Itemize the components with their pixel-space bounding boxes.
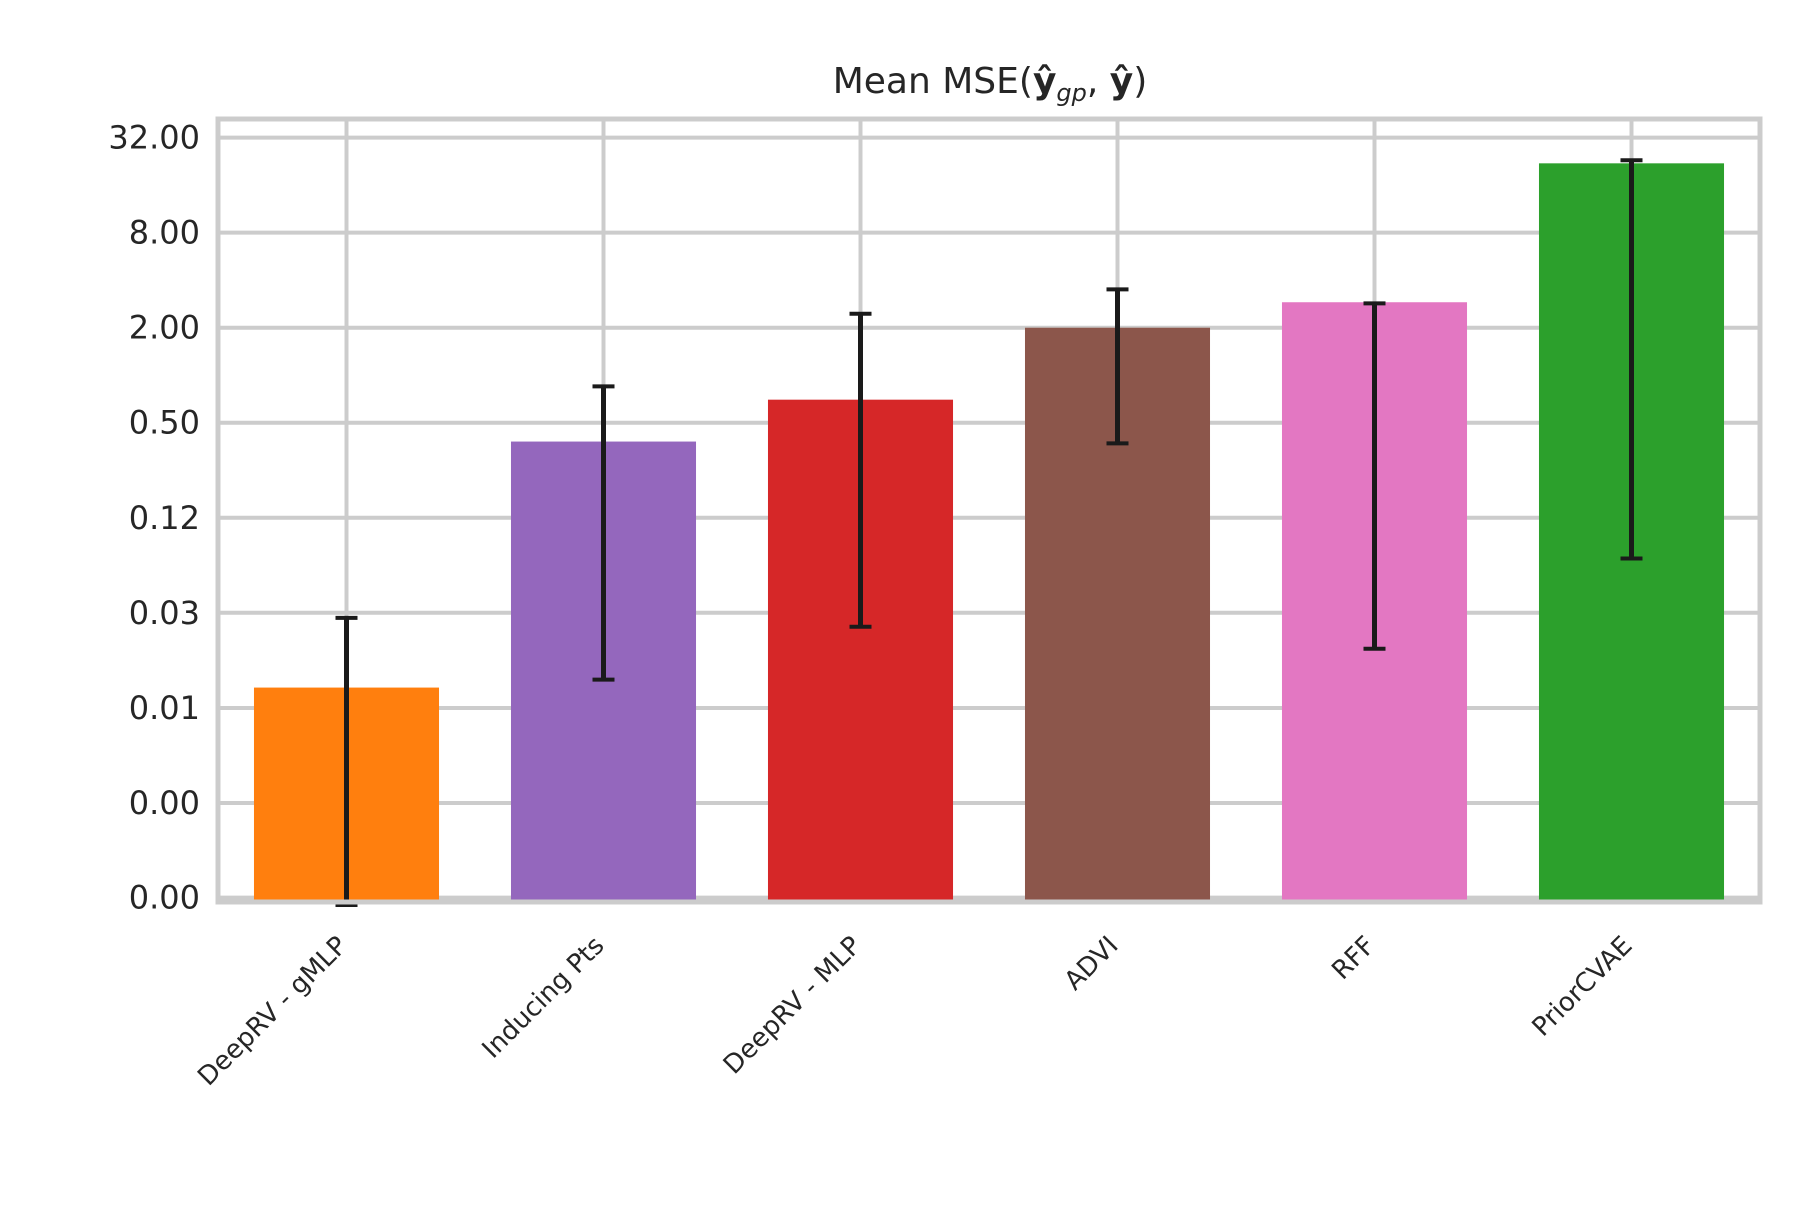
- y-tick-label: 0.00: [129, 879, 200, 917]
- y-tick-label: 8.00: [129, 214, 200, 252]
- y-tick-label: 32.00: [108, 119, 200, 157]
- error-bar: [592, 384, 615, 682]
- error-bar: [1363, 301, 1386, 651]
- y-tick-label: 0.01: [129, 689, 200, 727]
- plot-frame: [215, 116, 1763, 905]
- y-tick-label: 0.50: [129, 404, 200, 442]
- y-tick-label: 0.03: [129, 594, 200, 632]
- y-tick-label: 0.00: [129, 784, 200, 822]
- error-bar: [849, 311, 872, 629]
- error-bar: [1620, 158, 1643, 561]
- y-tick-label: 2.00: [129, 309, 200, 347]
- chart-title: Mean MSE(ŷgp, ŷ): [833, 61, 1148, 107]
- error-bar: [1106, 287, 1129, 446]
- y-tick-label: 0.12: [129, 499, 200, 537]
- error-bar: [335, 615, 358, 908]
